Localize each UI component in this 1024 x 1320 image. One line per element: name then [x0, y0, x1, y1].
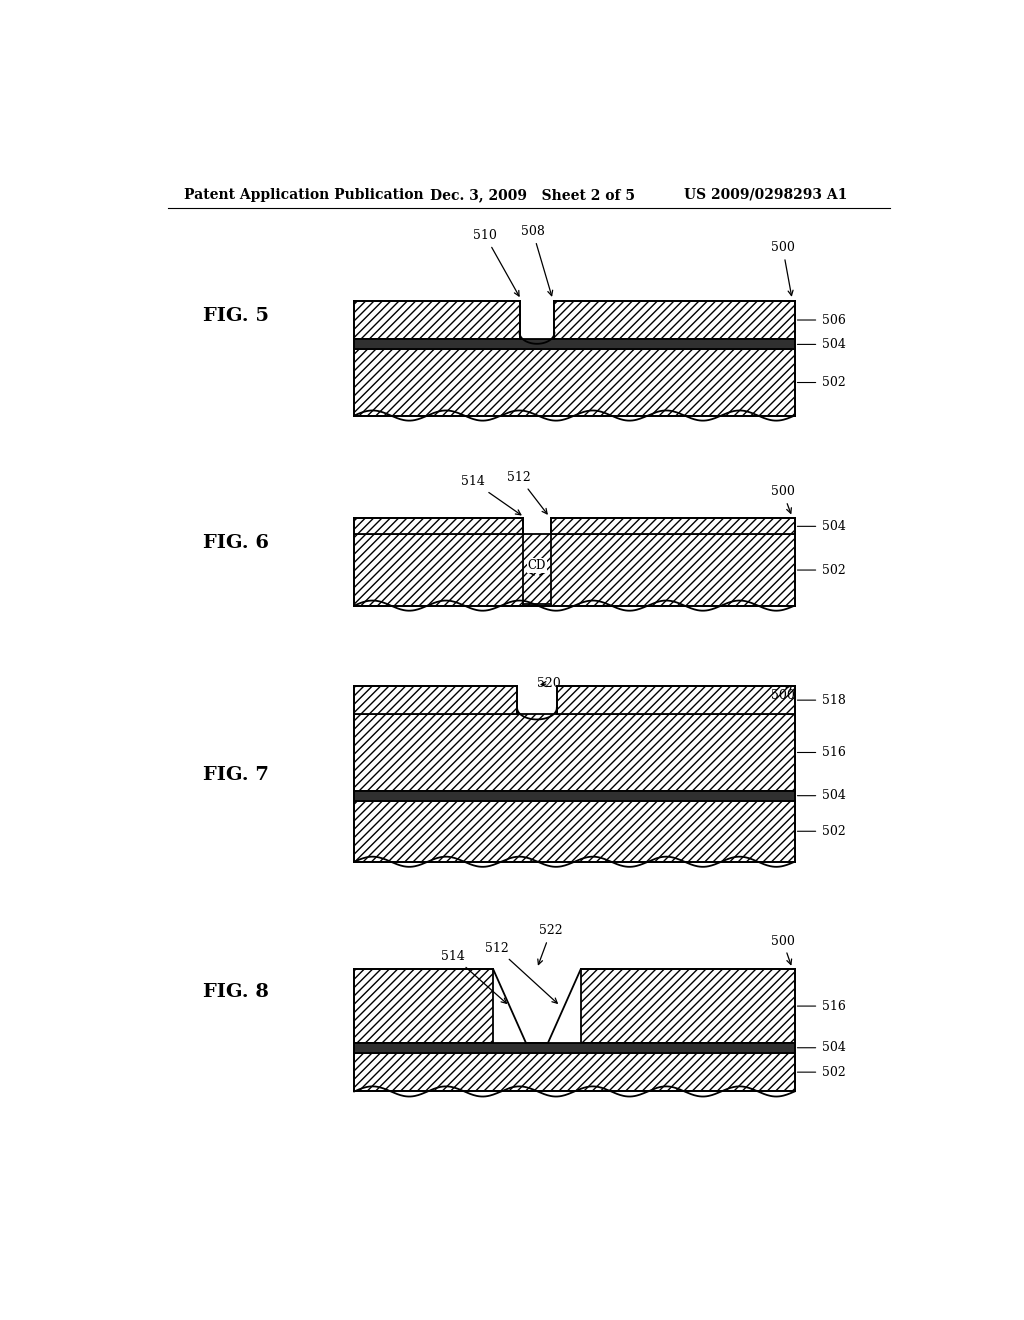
Bar [354, 686, 517, 714]
Bar [581, 969, 795, 1043]
Bar [557, 686, 795, 714]
Text: FIG. 7: FIG. 7 [204, 767, 269, 784]
Text: 518: 518 [822, 693, 846, 706]
Text: FIG. 8: FIG. 8 [204, 983, 269, 1001]
Bar [354, 1043, 795, 1053]
Bar [354, 1053, 795, 1092]
Text: US 2009/0298293 A1: US 2009/0298293 A1 [684, 187, 847, 202]
Bar [354, 535, 795, 606]
Text: 504: 504 [822, 520, 846, 533]
Text: 500: 500 [771, 935, 795, 965]
Text: 506: 506 [822, 314, 846, 326]
Text: 500: 500 [771, 486, 795, 513]
Text: 504: 504 [822, 1041, 846, 1055]
Text: Dec. 3, 2009   Sheet 2 of 5: Dec. 3, 2009 Sheet 2 of 5 [430, 187, 635, 202]
Text: 512: 512 [507, 471, 547, 513]
Text: 510: 510 [473, 230, 519, 296]
Text: 516: 516 [822, 746, 846, 759]
Text: 500: 500 [771, 242, 795, 296]
Text: 502: 502 [822, 564, 846, 577]
Bar [354, 801, 795, 862]
Text: 520: 520 [537, 677, 560, 690]
Text: 500: 500 [771, 685, 795, 701]
Bar [354, 969, 494, 1043]
Text: 516: 516 [822, 999, 846, 1012]
Text: 508: 508 [521, 226, 553, 296]
Text: 514: 514 [461, 475, 521, 515]
Text: 504: 504 [822, 789, 846, 803]
Text: CD: CD [527, 560, 546, 572]
Bar [354, 350, 795, 416]
Bar [354, 714, 795, 791]
Text: Patent Application Publication: Patent Application Publication [183, 187, 423, 202]
Bar [354, 301, 519, 339]
Text: 522: 522 [538, 924, 563, 965]
Text: 502: 502 [822, 825, 846, 838]
Text: FIG. 6: FIG. 6 [204, 533, 269, 552]
Bar [554, 301, 795, 339]
Text: 502: 502 [822, 376, 846, 389]
Text: FIG. 5: FIG. 5 [204, 308, 269, 325]
Bar [354, 519, 522, 535]
Bar [354, 339, 795, 350]
Text: 502: 502 [822, 1065, 846, 1078]
Bar [551, 519, 795, 535]
Bar [354, 791, 795, 801]
Text: 504: 504 [822, 338, 846, 351]
Text: 512: 512 [485, 941, 557, 1003]
Text: 514: 514 [441, 950, 507, 1003]
